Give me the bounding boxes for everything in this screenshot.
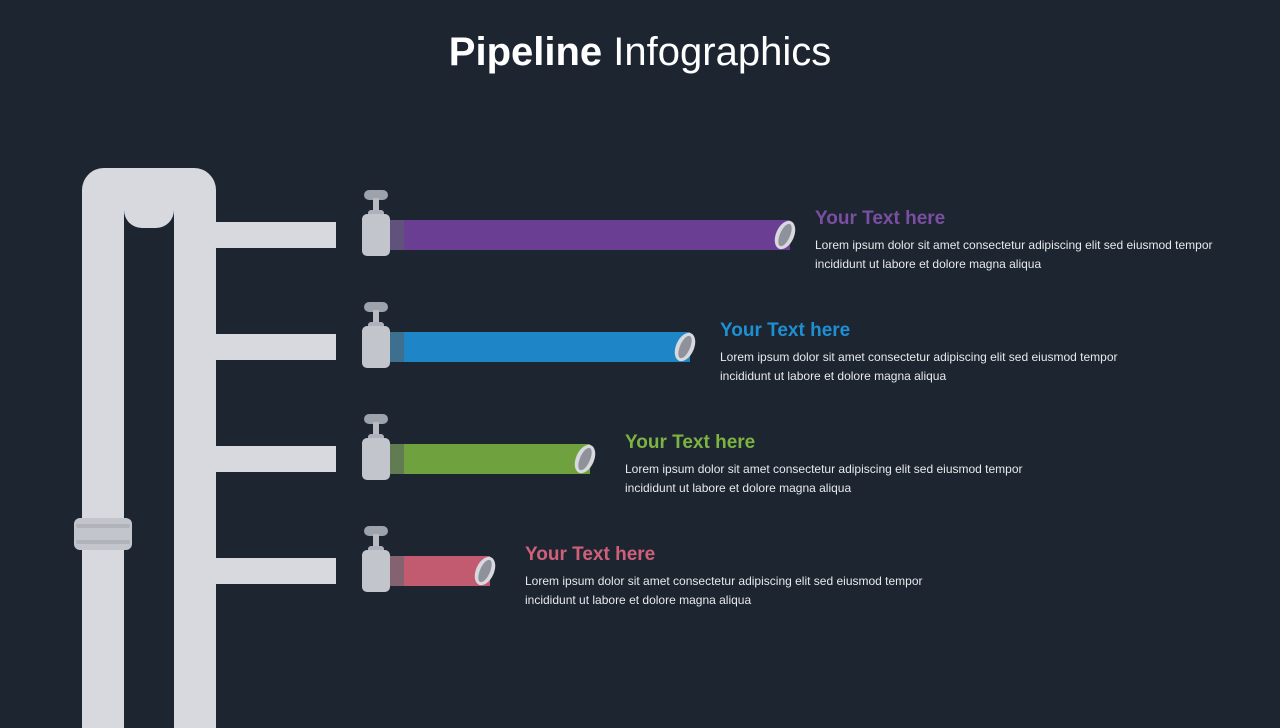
branch-heading: Your Text here — [720, 320, 1140, 342]
main-pipe — [82, 168, 216, 728]
pipe-vertical-left — [82, 198, 124, 728]
coupling-icon — [362, 326, 390, 368]
pipe-vertical-right — [174, 198, 216, 728]
coupling-icon — [362, 550, 390, 592]
pipe-joint-icon — [74, 518, 132, 550]
branch-connector — [216, 446, 336, 472]
branch-text: Your Text here Lorem ipsum dolor sit amet… — [720, 320, 1140, 385]
pipe-tip-icon — [770, 220, 800, 250]
branch-heading: Your Text here — [625, 432, 1045, 454]
branch-bar — [390, 444, 590, 474]
branch-body: Lorem ipsum dolor sit amet consectetur a… — [525, 572, 945, 609]
page-title: Pipeline Infographics — [0, 0, 1280, 75]
branch-connector — [216, 558, 336, 584]
branch-heading: Your Text here — [815, 208, 1235, 230]
branch-text: Your Text here Lorem ipsum dolor sit amet… — [625, 432, 1045, 497]
coupling-icon — [362, 214, 390, 256]
branch-bar — [390, 556, 490, 586]
title-light: Infographics — [613, 30, 831, 74]
branch-text: Your Text here Lorem ipsum dolor sit amet… — [815, 208, 1235, 273]
branch-bar — [390, 220, 790, 250]
pipe-tip-icon — [570, 444, 600, 474]
branch-body: Lorem ipsum dolor sit amet consectetur a… — [625, 460, 1045, 497]
pipe-tip-icon — [470, 556, 500, 586]
pipe-tip-icon — [670, 332, 700, 362]
branch-bar — [390, 332, 690, 362]
coupling-icon — [362, 438, 390, 480]
branch-connector — [216, 222, 336, 248]
branch-body: Lorem ipsum dolor sit amet consectetur a… — [815, 236, 1235, 273]
branch-heading: Your Text here — [525, 544, 945, 566]
branch-connector — [216, 334, 336, 360]
branch-text: Your Text here Lorem ipsum dolor sit amet… — [525, 544, 945, 609]
title-bold: Pipeline — [449, 30, 602, 74]
branch-body: Lorem ipsum dolor sit amet consectetur a… — [720, 348, 1140, 385]
